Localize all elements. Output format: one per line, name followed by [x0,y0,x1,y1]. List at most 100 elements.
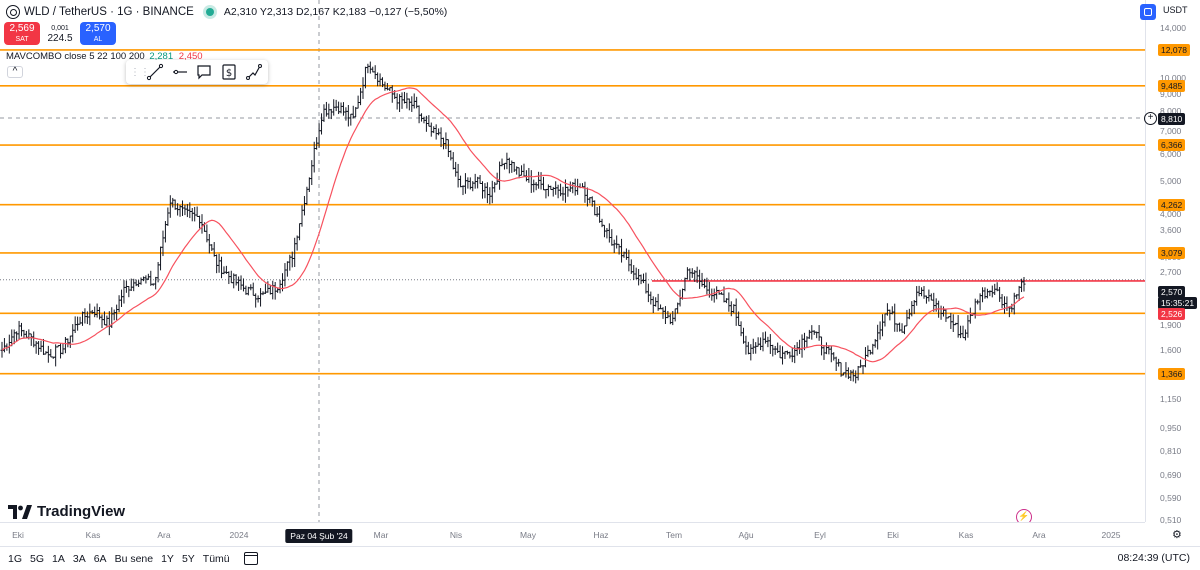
time-tick: Ara [1032,530,1046,540]
tradingview-logo[interactable]: TradingView [8,503,125,520]
indicator-value-2: 2,450 [178,51,203,62]
price-tick: 0,590 [1160,493,1182,504]
range-button-1g[interactable]: 1G [8,552,23,565]
time-tick: Ağu [738,530,754,540]
buy-label: AL [93,36,103,43]
price-tick: 1,150 [1160,394,1182,405]
trade-panel: 2,569 SAT 0,001 224.5 2,570 AL [4,22,116,45]
price-note-tool-icon[interactable]: $ [218,62,240,82]
indicator-legend[interactable]: MAVCOMBO close 5 22 100 200 2,281 2,450 [6,51,203,62]
symbol-separator: / [52,6,56,18]
worldcoin-logo-icon [6,5,20,19]
price-tick: 14,000 [1160,23,1186,33]
time-tick: Haz [593,530,609,540]
price-tick: 1,600 [1160,345,1182,356]
range-button-6a[interactable]: 6A [93,552,107,565]
callout-tool-icon[interactable] [194,62,216,82]
range-button-1y[interactable]: 1Y [161,552,174,565]
symbol-name: WLD [24,6,50,18]
time-tick: Ara [157,530,171,540]
crosshair-date-label: Paz 04 Şub '24 [285,529,353,543]
chart-canvas[interactable]: WLD / TetherUS · 1G · BINANCE A2,310 Y2,… [0,0,1145,522]
spread-value: 224.5 [47,32,73,44]
range-button-bu-sene[interactable]: Bu sene [114,552,154,565]
price-tick: 1,900 [1160,319,1182,330]
price-tick: 5,000 [1160,175,1182,186]
utc-clock[interactable]: 08:24:39 (UTC) [1117,552,1190,564]
currency-toggle-icon[interactable] [1140,4,1156,20]
range-button-5g[interactable]: 5G [30,552,45,565]
time-tick: Eyl [814,530,826,540]
level-price-label: 4,262 [1158,198,1186,211]
price-tick: 8,000 [1160,106,1182,117]
path-tool-icon[interactable] [243,62,265,82]
time-tick: Eki [887,530,899,540]
horizontal-line-tool-icon[interactable] [169,62,191,82]
price-tick: 9,000 [1160,88,1182,99]
time-tick: Mar [373,530,389,540]
market-status-icon[interactable] [205,8,214,16]
price-chart[interactable] [0,0,1145,522]
trend-line-tool-icon[interactable] [144,62,166,82]
spread-top: 0,001 [51,24,69,32]
level-price-label: 9,485 [1158,79,1186,92]
go-to-date-calendar-icon[interactable] [243,552,258,565]
drag-handle-icon[interactable]: ⋮⋮ [130,66,150,78]
currency-label[interactable]: USDT [1163,5,1188,15]
ohlc-values: A2,310 Y2,313 D2,167 K2,183 [223,6,367,18]
buy-price: 2,570 [85,23,111,34]
price-tick: 0,950 [1160,422,1182,433]
price-tick: 4,000 [1160,209,1182,220]
range-button-3a[interactable]: 3A [72,552,86,565]
price-axis[interactable]: USDT 14,00012,00010,0009,0008,0007,0006,… [1140,0,1200,525]
bar-countdown: 15:35:21 [1158,297,1198,309]
symbol-legend: WLD / TetherUS · 1G · BINANCE A2,310 Y2,… [6,4,447,20]
tradingview-logo-text: TradingView [37,503,126,520]
sell-label: SAT [15,36,29,43]
time-tick: Tem [665,530,683,540]
range-button-tümü[interactable]: Tümü [202,552,230,565]
buy-button[interactable]: 2,570 AL [80,22,116,45]
collapse-legend-button[interactable]: ^ [7,66,23,78]
drawing-toolbar: ⋮⋮ $ [126,60,268,84]
indicator-value-1: 2,281 [149,51,174,62]
price-tick: 3,600 [1160,224,1182,235]
chart-settings-gear-icon[interactable]: ⚙ [1172,529,1182,541]
bottom-toolbar: 1G 5G 1A 3A 6A Bu sene 1Y 5Y Tümü 08:24:39 (UTC) [0,546,1200,570]
range-button-1a[interactable]: 1A [52,552,65,565]
crosshair-price-label: 8,810 [1158,113,1186,125]
time-tick: 2024 [229,530,249,540]
time-tick: May [519,530,537,540]
level-price-label: 6,366 [1158,139,1186,152]
symbol-pair: TetherUS · 1G · BINANCE [58,6,194,18]
symbol-title[interactable]: WLD / TetherUS · 1G · BINANCE [24,6,194,18]
add-alert-icon[interactable]: + [1144,112,1157,125]
news-lightning-icon[interactable]: ⚡ [1016,509,1032,522]
level-price-label: 3,079 [1158,246,1186,259]
price-change: −0,127 (−5,50%) [369,6,448,18]
price-tick: 6,000 [1160,148,1182,159]
time-axis[interactable]: Eki Kas Ara 2024 Mar Nis May Haz Tem Ağu Eyl Eki Kas… [0,522,1145,544]
time-tick: Kas [85,530,101,540]
price-tick: 0,810 [1160,446,1182,457]
spread-display: 0,001 224.5 [40,24,80,44]
price-tick: 7,000 [1160,125,1182,136]
time-tick: Nis [449,530,463,540]
indicator-name: MAVCOMBO close 5 22 100 200 [6,51,145,62]
tradingview-logo-icon [8,504,32,519]
last-price-label: 2,570 [1158,286,1186,298]
moving-average-line [1,87,1025,363]
level-price-label: 12,078 [1158,43,1190,56]
sell-price: 2,569 [9,23,35,34]
ma-price-label: 2,526 [1158,308,1186,320]
time-tick: Kas [958,530,974,540]
range-buttons: 1G 5G 1A 3A 6A Bu sene 1Y 5Y Tümü [0,553,230,565]
price-tick: 0,690 [1160,470,1182,481]
range-button-5y[interactable]: 5Y [181,552,195,565]
level-price-label: 1,366 [1158,367,1186,380]
price-tick: 2,700 [1160,267,1182,278]
time-tick: Eki [12,530,24,540]
svg-text:$: $ [226,68,232,79]
sell-button[interactable]: 2,569 SAT [4,22,40,45]
price-tick: 0,510 [1160,515,1182,525]
